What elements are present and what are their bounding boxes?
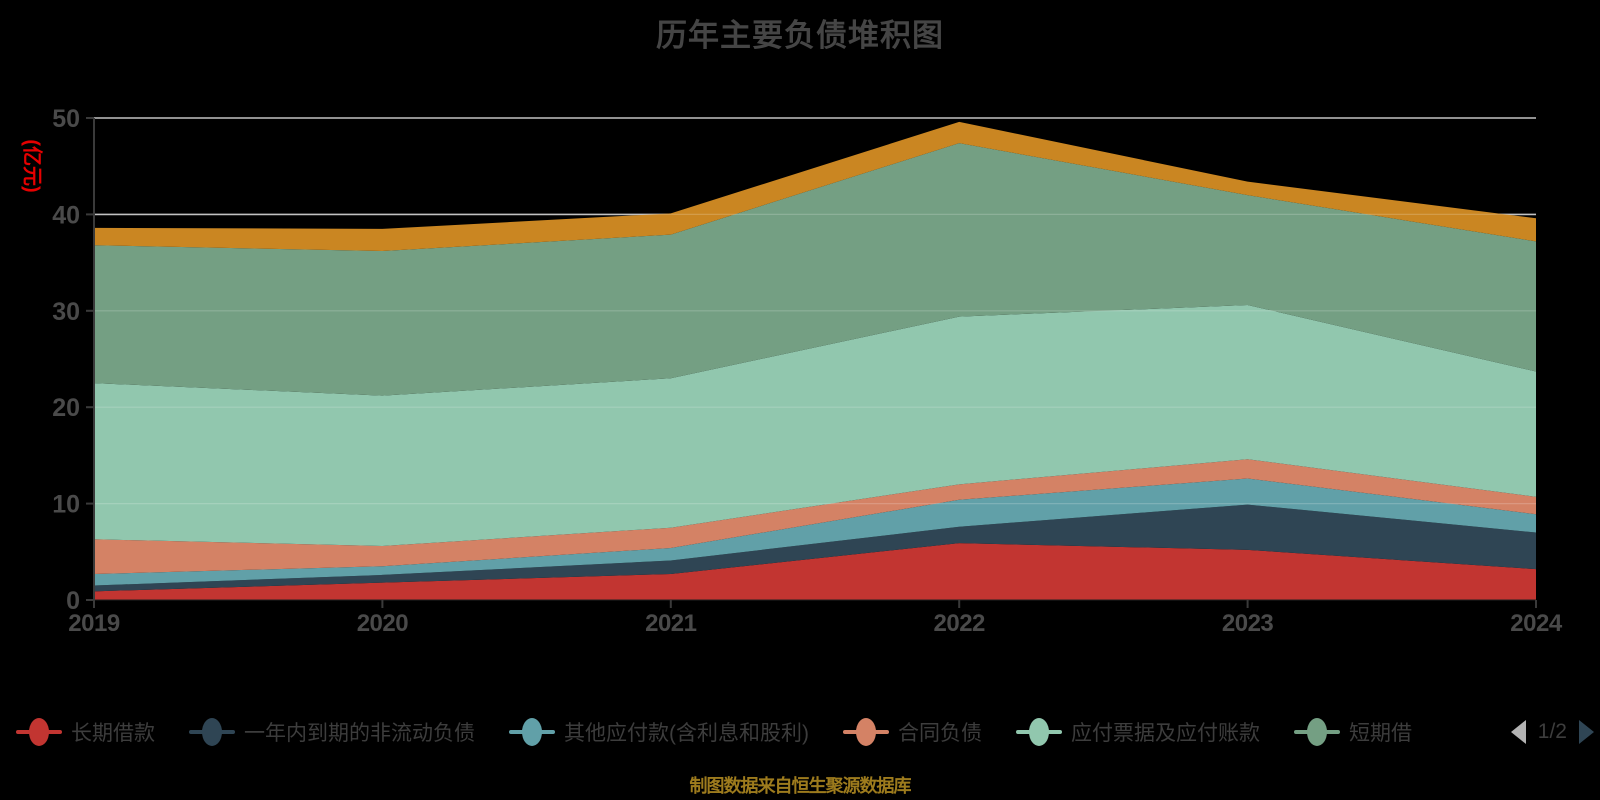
legend: 长期借款 一年内到期的非流动负债 其他应付款(含利息和股利) 合同负债 应付票据及应付账…: [16, 712, 1600, 752]
legend-label: 短期借: [1349, 722, 1412, 745]
legend-marker-dot: [1307, 718, 1327, 746]
x-tick-label-2021: 2021: [645, 610, 697, 637]
legend-label: 其他应付款(含利息和股利): [564, 722, 809, 745]
y-tick-label-50: 50: [52, 105, 80, 133]
legend-page-indicator: 1/2: [1537, 720, 1567, 743]
legend-label: 应付票据及应付账款: [1071, 722, 1260, 745]
y-tick-label-10: 10: [52, 491, 80, 519]
area-non-current-liabilities-due-within-one-year: [94, 504, 1536, 592]
legend-marker-dot: [522, 718, 542, 746]
legend-item-non-current-liabilities-due-within-one-year[interactable]: 一年内到期的非流动负债: [189, 717, 475, 747]
legend-item-short-term-borrowings[interactable]: 短期借: [1294, 717, 1412, 747]
y-axis-unit-label: (亿元): [20, 139, 43, 193]
legend-label: 长期借款: [71, 722, 155, 745]
x-tick-label-2020: 2020: [357, 610, 409, 637]
x-tick-label-2024: 2024: [1510, 610, 1563, 637]
legend-next-page-icon[interactable]: [1579, 720, 1594, 744]
legend-item-contract-liabilities[interactable]: 合同负债: [843, 717, 982, 747]
legend-marker-icon: [509, 717, 555, 747]
footer-source-note: 制图数据来自恒生聚源数据库: [689, 776, 912, 796]
area-contract-liabilities: [94, 459, 1536, 574]
legend-marker-dot: [29, 718, 49, 746]
legend-marker-icon: [843, 717, 889, 747]
legend-marker-dot: [202, 718, 222, 746]
legend-prev-page-icon[interactable]: [1510, 720, 1526, 744]
y-tick-label-0: 0: [66, 587, 80, 615]
area-long-term-borrowings: [94, 543, 1536, 600]
legend-marker-icon: [1294, 717, 1340, 747]
x-tick-label-2022: 2022: [934, 610, 986, 637]
legend-marker-dot: [1029, 718, 1049, 746]
y-tick-label-30: 30: [52, 298, 80, 326]
area-other-payables-incl-interest-and-dividends: [94, 478, 1536, 586]
legend-item-long-term-borrowings[interactable]: 长期借款: [16, 717, 155, 747]
y-tick-label-20: 20: [52, 394, 80, 422]
chart-title: 历年主要负债堆积图: [656, 18, 944, 53]
legend-label: 一年内到期的非流动负债: [244, 722, 475, 745]
y-tick-label-40: 40: [52, 201, 80, 229]
legend-pager: 1/2: [1510, 720, 1594, 744]
x-tick-label-2023: 2023: [1222, 610, 1274, 637]
legend-marker-icon: [16, 717, 62, 747]
area-notes-and-accounts-payable: [94, 305, 1536, 547]
legend-marker-icon: [1016, 717, 1062, 747]
legend-item-other-payables-incl-interest-and-dividends[interactable]: 其他应付款(含利息和股利): [509, 717, 809, 747]
legend-label: 合同负债: [898, 722, 982, 745]
legend-marker-dot: [856, 718, 876, 746]
area-series-7-unlabeled: [94, 121, 1536, 252]
legend-item-notes-and-accounts-payable[interactable]: 应付票据及应付账款: [1016, 717, 1260, 747]
x-tick-label-2019: 2019: [68, 610, 120, 637]
legend-marker-icon: [189, 717, 235, 747]
area-short-term-borrowings: [94, 143, 1536, 396]
